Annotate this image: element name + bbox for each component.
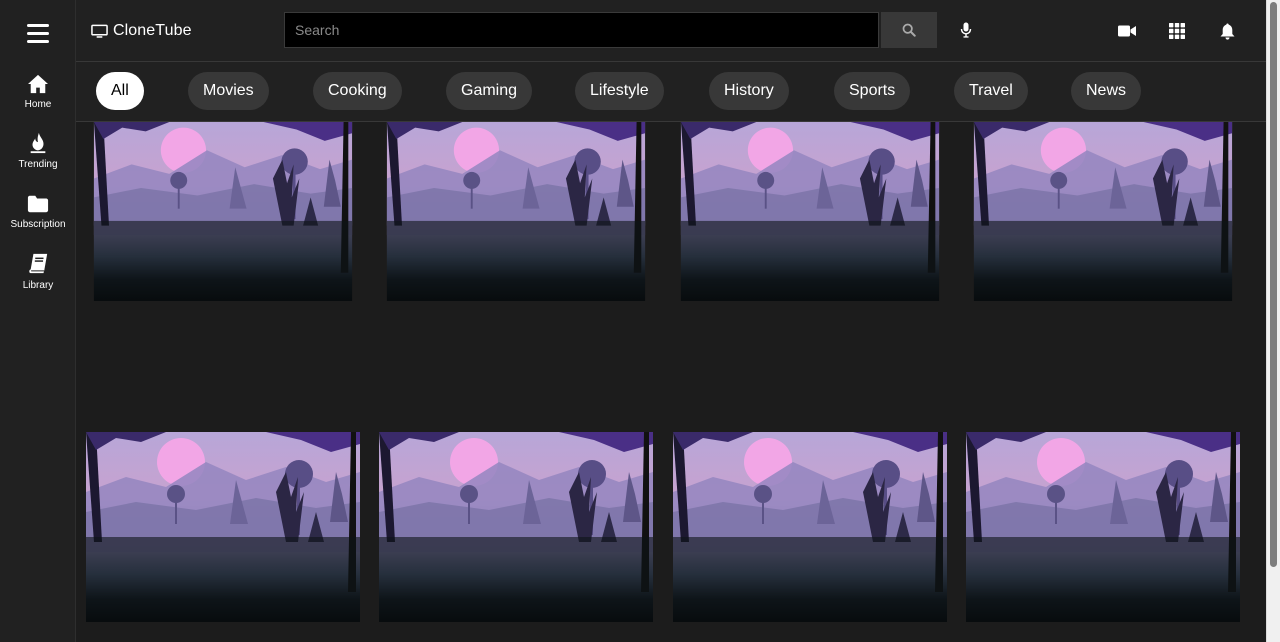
search-input[interactable] (284, 12, 879, 48)
video-thumbnail[interactable] (673, 122, 947, 301)
apps-button[interactable] (1166, 20, 1188, 42)
category-bar: All Movies Cooking Gaming Lifestyle Hist… (76, 62, 1266, 122)
top-bar: CloneTube (76, 0, 1266, 62)
video-thumbnail[interactable] (379, 432, 653, 622)
video-thumbnail[interactable] (966, 432, 1240, 622)
sidebar-item-home[interactable]: Home (0, 74, 76, 110)
home-icon (28, 74, 48, 94)
chip-cooking[interactable]: Cooking (313, 72, 402, 110)
sidebar-item-label: Subscription (10, 219, 66, 230)
video-thumbnail[interactable] (86, 122, 360, 301)
scrollbar-thumb[interactable] (1270, 2, 1277, 567)
logo[interactable]: CloneTube (91, 22, 192, 40)
search-button[interactable] (881, 12, 937, 48)
fire-icon (30, 132, 46, 154)
chip-sports[interactable]: Sports (834, 72, 911, 110)
scrollbar[interactable] (1266, 0, 1280, 642)
bell-icon (1220, 23, 1234, 40)
sidebar-item-trending[interactable]: Trending (0, 132, 76, 170)
video-grid (76, 122, 1266, 642)
book-icon (29, 253, 48, 274)
sidebar-item-label: Home (24, 99, 52, 110)
video-camera-icon (1118, 25, 1136, 37)
microphone-icon (960, 22, 972, 38)
folder-icon (27, 195, 49, 213)
chip-all[interactable]: All (96, 72, 144, 110)
chip-movies[interactable]: Movies (188, 72, 269, 110)
sidebar-item-library[interactable]: Library (0, 253, 76, 291)
create-video-button[interactable] (1116, 20, 1138, 42)
chip-travel[interactable]: Travel (954, 72, 1028, 110)
video-thumbnail[interactable] (86, 432, 360, 622)
chip-gaming[interactable]: Gaming (446, 72, 533, 110)
app-title: CloneTube (113, 22, 192, 39)
sidebar: Home Trending Subscription Library (0, 0, 76, 642)
apps-grid-icon (1169, 23, 1185, 39)
search-icon (902, 23, 916, 37)
voice-search-button[interactable] (956, 20, 976, 40)
chip-news[interactable]: News (1071, 72, 1142, 110)
video-thumbnail[interactable] (379, 122, 653, 301)
notifications-button[interactable] (1216, 20, 1238, 42)
video-thumbnail[interactable] (673, 432, 947, 622)
menu-icon[interactable] (27, 24, 49, 44)
chip-lifestyle[interactable]: Lifestyle (575, 72, 664, 110)
video-thumbnail[interactable] (966, 122, 1240, 301)
tv-icon (91, 24, 108, 38)
chip-history[interactable]: History (709, 72, 789, 110)
sidebar-item-label: Trending (18, 159, 58, 170)
sidebar-item-subscription[interactable]: Subscription (0, 194, 76, 230)
sidebar-item-label: Library (22, 280, 54, 291)
